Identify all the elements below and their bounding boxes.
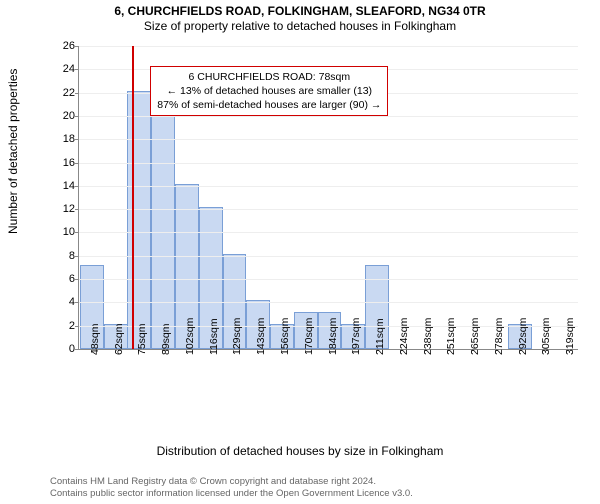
- x-tick-label: 89sqm: [158, 323, 172, 355]
- callout-line: ← 13% of detached houses are smaller (13…: [157, 84, 381, 98]
- grid-line: [79, 186, 578, 187]
- bar-slot: 251sqm: [435, 46, 459, 349]
- attribution: Contains HM Land Registry data © Crown c…: [50, 476, 413, 500]
- bar-slot: 319sqm: [554, 46, 578, 349]
- page-title-address: 6, CHURCHFIELDS ROAD, FOLKINGHAM, SLEAFO…: [0, 4, 600, 18]
- x-tick-label: 156sqm: [277, 318, 291, 355]
- x-tick-label: 197sqm: [348, 318, 362, 355]
- grid-line: [79, 232, 578, 233]
- x-tick-label: 238sqm: [420, 318, 434, 355]
- y-tick-label: 4: [49, 296, 79, 308]
- x-tick-label: 143sqm: [253, 318, 267, 355]
- bar-slot: 224sqm: [388, 46, 412, 349]
- bar: [127, 91, 151, 349]
- y-tick-label: 18: [49, 133, 79, 145]
- y-tick-label: 0: [49, 343, 79, 355]
- property-callout: 6 CHURCHFIELDS ROAD: 78sqm← 13% of detac…: [150, 66, 388, 117]
- y-axis-label: Number of detached properties: [6, 69, 20, 234]
- x-tick-label: 292sqm: [515, 318, 529, 355]
- bar-slot: 48sqm: [79, 46, 103, 349]
- x-tick-label: 75sqm: [134, 323, 148, 355]
- plot-area: 48sqm62sqm75sqm89sqm102sqm116sqm129sqm14…: [78, 46, 578, 350]
- grid-line: [79, 302, 578, 303]
- callout-line: 6 CHURCHFIELDS ROAD: 78sqm: [157, 70, 381, 84]
- grid-line: [79, 326, 578, 327]
- bar-slot: 278sqm: [483, 46, 507, 349]
- x-tick-label: 265sqm: [467, 318, 481, 355]
- y-tick-label: 24: [49, 63, 79, 75]
- x-tick-label: 129sqm: [229, 318, 243, 355]
- grid-line: [79, 163, 578, 164]
- x-tick-label: 170sqm: [301, 318, 315, 355]
- bar-slot: 305sqm: [531, 46, 555, 349]
- y-tick-label: 20: [49, 110, 79, 122]
- y-tick-label: 6: [49, 273, 79, 285]
- grid-line: [79, 279, 578, 280]
- y-tick-label: 8: [49, 250, 79, 262]
- x-tick-label: 224sqm: [396, 318, 410, 355]
- callout-line: 87% of semi-detached houses are larger (…: [157, 98, 381, 112]
- page-title-desc: Size of property relative to detached ho…: [0, 19, 600, 33]
- bar-slot: 238sqm: [412, 46, 436, 349]
- y-tick-label: 26: [49, 40, 79, 52]
- grid-line: [79, 256, 578, 257]
- grid-line: [79, 46, 578, 47]
- x-tick-label: 116sqm: [206, 318, 220, 355]
- x-tick-label: 251sqm: [443, 318, 457, 355]
- x-tick-label: 48sqm: [87, 323, 101, 355]
- x-tick-label: 184sqm: [325, 318, 339, 355]
- y-tick-label: 14: [49, 180, 79, 192]
- attribution-l1: Contains HM Land Registry data © Crown c…: [50, 476, 413, 488]
- x-tick-label: 319sqm: [562, 318, 576, 355]
- bar-slot: 265sqm: [459, 46, 483, 349]
- chart: 48sqm62sqm75sqm89sqm102sqm116sqm129sqm14…: [48, 46, 578, 406]
- bar-slot: 75sqm: [127, 46, 151, 349]
- x-tick-label: 102sqm: [182, 318, 196, 355]
- grid-line: [79, 139, 578, 140]
- x-tick-label: 278sqm: [491, 318, 505, 355]
- x-tick-label: 62sqm: [111, 323, 125, 355]
- grid-line: [79, 209, 578, 210]
- y-tick-label: 10: [49, 226, 79, 238]
- x-tick-label: 211sqm: [372, 318, 386, 355]
- y-tick-label: 16: [49, 157, 79, 169]
- x-tick-label: 305sqm: [538, 318, 552, 355]
- y-tick-label: 2: [49, 320, 79, 332]
- property-marker-line: [132, 46, 134, 349]
- y-tick-label: 22: [49, 87, 79, 99]
- x-axis-label: Distribution of detached houses by size …: [0, 444, 600, 458]
- bar-slot: 292sqm: [507, 46, 531, 349]
- y-tick-label: 12: [49, 203, 79, 215]
- attribution-l2: Contains public sector information licen…: [50, 488, 413, 500]
- bar-slot: 62sqm: [103, 46, 127, 349]
